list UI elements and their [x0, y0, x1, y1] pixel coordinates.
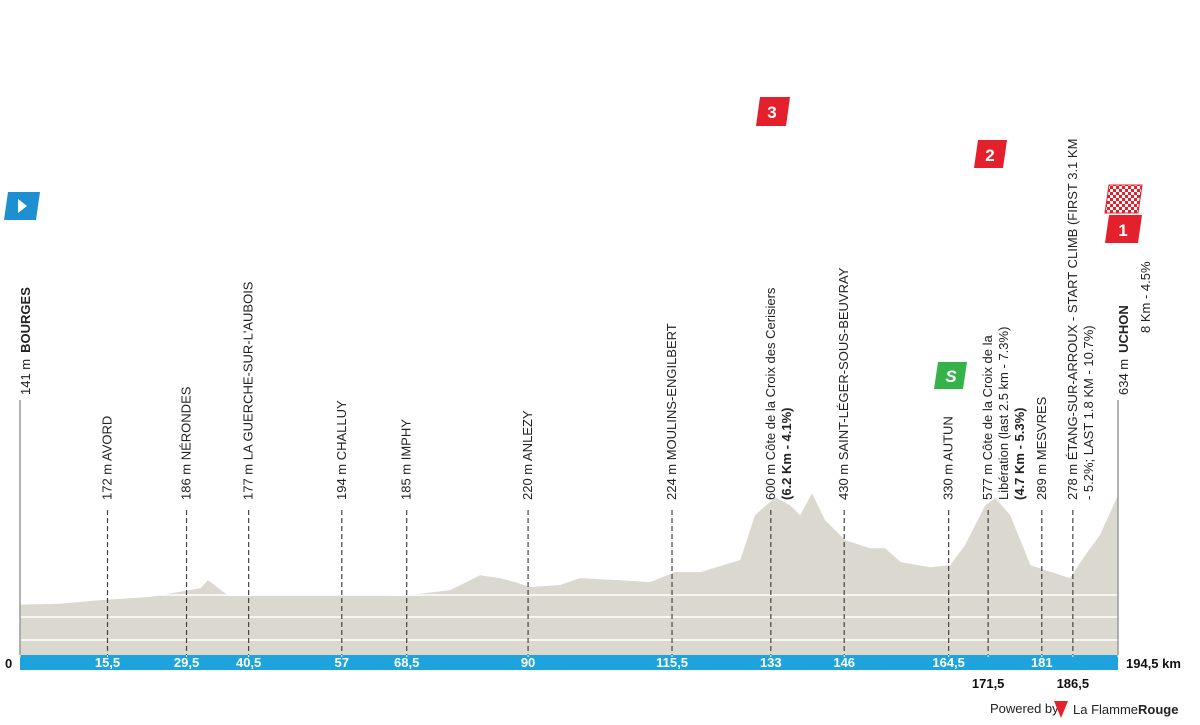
waypoint-label: 430 m SAINT-LÉGER-SOUS-BEUVRAY — [836, 267, 851, 500]
x-tick-label: 133 — [760, 655, 782, 670]
finish-flag — [1104, 184, 1143, 214]
x-tick-label: 171,5 — [972, 676, 1005, 691]
climb-badge — [974, 140, 1007, 168]
powered-by: Powered by — [990, 701, 1059, 716]
climb-category: 1 — [1118, 221, 1127, 240]
waypoint-label: 289 m MESVRES — [1034, 396, 1049, 500]
brand-first: La Flamme — [1073, 702, 1138, 717]
waypoint-label: 186 m NÉRONDES — [179, 386, 194, 500]
waypoint-label: 172 m AVORD — [100, 416, 115, 500]
start-altitude: 141 m — [18, 359, 33, 395]
finish-altitude: 634 m — [1116, 359, 1131, 395]
brand-name: La FlammeRouge — [1073, 702, 1178, 717]
climb-detail: (6.2 Km - 4.1%) — [779, 408, 794, 500]
x-tick-label: 115,5 — [656, 655, 688, 670]
waypoint-label: 577 m Côte de la Croix de la — [980, 334, 995, 500]
climb-badge — [1105, 215, 1142, 243]
x-tick-label: 164,5 — [932, 655, 965, 670]
x-tick-label: 181 — [1031, 655, 1053, 670]
brand-logo — [1054, 701, 1068, 718]
start-arrow — [18, 199, 27, 213]
waypoint-label: 330 m AUTUN — [941, 416, 956, 500]
x-tick-label: 194,5 km — [1126, 656, 1181, 671]
sprint-badge — [934, 362, 967, 389]
waypoint-label: 177 m LA GUERCHE-SUR-L'AUBOIS — [241, 281, 256, 500]
x-tick-label: 0 — [5, 656, 12, 671]
waypoint-label: 185 m IMPHY — [399, 419, 414, 500]
start-label: 141 m BOURGES — [18, 287, 33, 395]
elevation-profile — [20, 493, 1118, 655]
waypoint-label: 220 m ANLEZY — [520, 410, 535, 500]
profile-layer: 0 15,5 29,5 40,5 57 68,5 90 115,5 133 146 164,5 171… — [5, 139, 1181, 691]
x-tick-label: 40,5 — [236, 655, 261, 670]
climb-detail: (4.7 Km - 5.3%) — [1012, 408, 1027, 500]
waypoint-label: 600 m Côte de la Croix des Cerisiers — [763, 287, 778, 500]
start-name: BOURGES — [18, 287, 33, 353]
waypoint-label: Libération (last 2.5 km - 7.3%) — [996, 327, 1011, 500]
x-tick-label: 90 — [521, 655, 535, 670]
climb-category: 2 — [985, 146, 994, 165]
distance-bar — [20, 655, 1118, 670]
brand-second: Rouge — [1138, 702, 1178, 717]
waypoint-label: 278 m ÉTANG-SUR-ARROUX - START CLIMB (FI… — [1065, 139, 1080, 500]
climb-badge — [756, 97, 790, 126]
waypoint-label: 224 m MOULINS-ENGILBERT — [664, 323, 679, 500]
finish-name: UCHON — [1116, 305, 1131, 353]
finish-label: 634 m UCHON — [1116, 305, 1131, 395]
waypoint-label: 194 m CHALLUY — [334, 400, 349, 500]
x-tick-label: 15,5 — [95, 655, 120, 670]
waypoint-label: - 5.2%; LAST 1.8 KM - 10.7%) — [1081, 325, 1096, 500]
x-tick-label: 146 — [833, 655, 855, 670]
sprint-label: S — [945, 367, 957, 386]
x-tick-label: 29,5 — [174, 655, 199, 670]
x-tick-label: 186,5 — [1057, 676, 1090, 691]
x-tick-label: 57 — [335, 655, 349, 670]
x-tick-label: 68,5 — [394, 655, 419, 670]
climb-category: 3 — [767, 103, 776, 122]
finish-detail: 8 Km - 4.5% — [1138, 261, 1153, 333]
